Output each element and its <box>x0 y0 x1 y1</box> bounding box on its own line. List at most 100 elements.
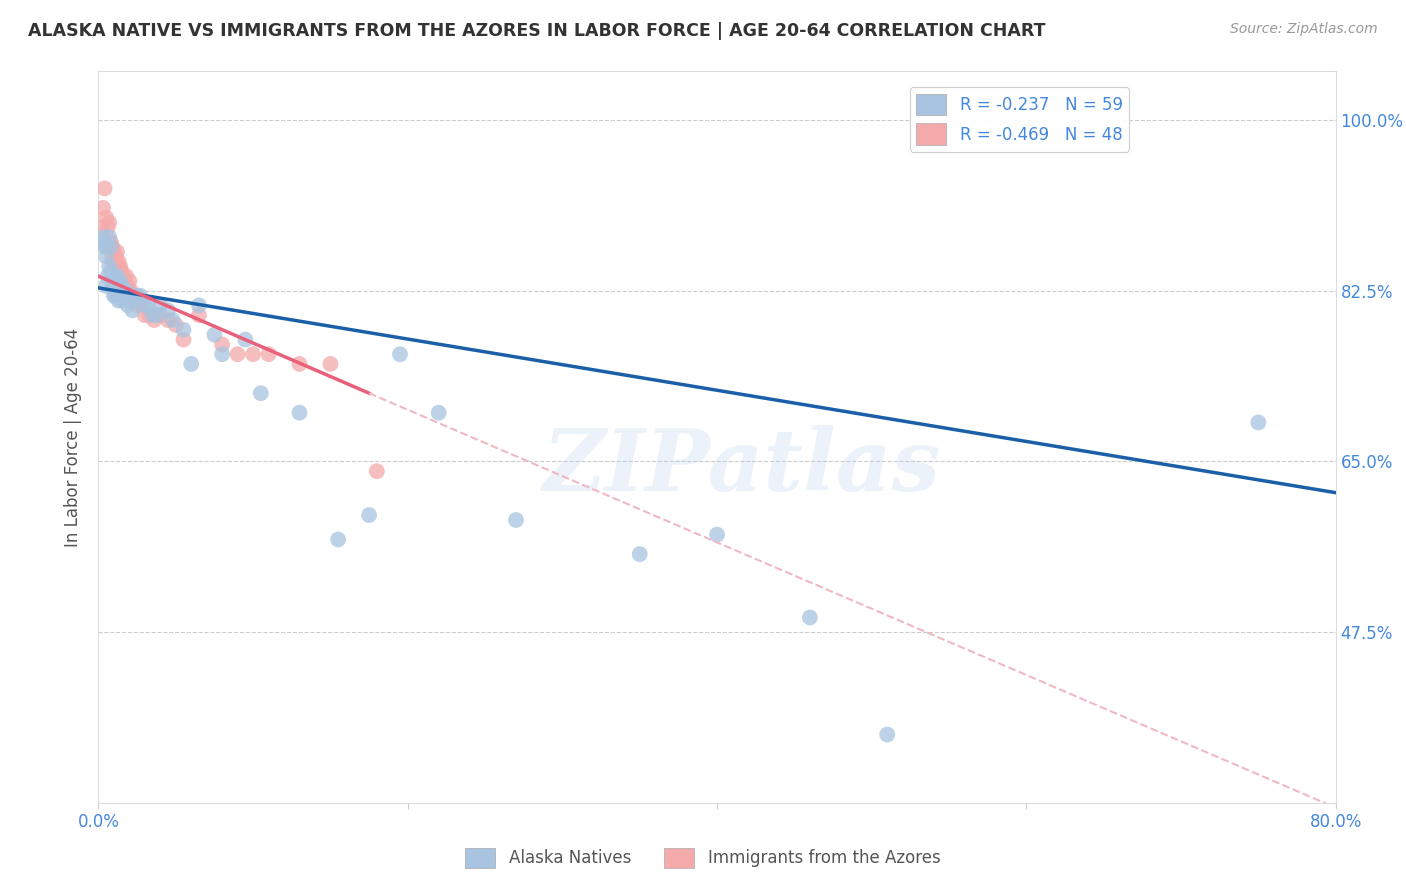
Point <box>103 254 125 268</box>
Point <box>98 260 121 274</box>
Point <box>118 274 141 288</box>
Point <box>115 269 138 284</box>
Point <box>98 235 121 249</box>
Point <box>288 357 311 371</box>
Point <box>188 308 211 322</box>
Point <box>105 284 128 298</box>
Point <box>134 308 156 322</box>
Point <box>97 269 120 284</box>
Point <box>242 347 264 361</box>
Point <box>1247 416 1270 430</box>
Point <box>146 308 169 322</box>
Point <box>111 279 132 293</box>
Point <box>226 347 249 361</box>
Point <box>104 250 127 264</box>
Point <box>115 284 138 298</box>
Point <box>288 406 311 420</box>
Point <box>172 323 194 337</box>
Point <box>100 235 122 249</box>
Point <box>101 250 124 264</box>
Point <box>104 288 127 302</box>
Point <box>111 264 132 278</box>
Point <box>107 254 129 268</box>
Point <box>233 333 257 347</box>
Point <box>97 220 120 235</box>
Point <box>103 244 125 259</box>
Point <box>107 293 129 308</box>
Point <box>112 269 135 284</box>
Point <box>211 337 233 351</box>
Point <box>319 357 342 371</box>
Point <box>96 250 118 264</box>
Text: ALASKA NATIVE VS IMMIGRANTS FROM THE AZORES IN LABOR FORCE | AGE 20-64 CORRELATI: ALASKA NATIVE VS IMMIGRANTS FROM THE AZO… <box>28 22 1046 40</box>
Point <box>107 279 129 293</box>
Point <box>357 508 380 522</box>
Point <box>628 547 651 561</box>
Point <box>98 230 121 244</box>
Point <box>107 269 129 284</box>
Point <box>103 269 125 284</box>
Point <box>103 279 125 293</box>
Point <box>180 357 202 371</box>
Point <box>172 333 194 347</box>
Point <box>117 279 139 293</box>
Point <box>93 240 115 254</box>
Point <box>211 347 233 361</box>
Point <box>100 264 122 278</box>
Point <box>90 220 112 235</box>
Point <box>188 298 211 312</box>
Point <box>96 211 118 225</box>
Point <box>101 269 124 284</box>
Point <box>366 464 388 478</box>
Point <box>112 288 135 302</box>
Point <box>127 288 149 302</box>
Text: ZIPatlas: ZIPatlas <box>543 425 941 508</box>
Point <box>165 318 187 332</box>
Point <box>427 406 450 420</box>
Point <box>876 727 898 741</box>
Point <box>149 298 172 312</box>
Point <box>108 288 131 302</box>
Point <box>122 288 145 302</box>
Point <box>101 279 124 293</box>
Point <box>706 527 728 541</box>
Point <box>108 260 131 274</box>
Point <box>157 313 180 327</box>
Point <box>204 327 226 342</box>
Point <box>103 288 125 302</box>
Point <box>105 269 128 284</box>
Point <box>105 260 128 274</box>
Point <box>111 269 132 284</box>
Point <box>118 288 141 302</box>
Point <box>129 288 152 302</box>
Point <box>101 240 124 254</box>
Point <box>120 293 142 308</box>
Legend: Alaska Natives, Immigrants from the Azores: Alaska Natives, Immigrants from the Azor… <box>458 841 948 875</box>
Point <box>799 610 821 624</box>
Point <box>326 533 350 547</box>
Point <box>131 298 153 312</box>
Y-axis label: In Labor Force | Age 20-64: In Labor Force | Age 20-64 <box>65 327 83 547</box>
Point <box>100 240 122 254</box>
Point <box>98 215 121 229</box>
Point <box>90 235 112 249</box>
Point <box>149 308 172 322</box>
Point <box>105 244 128 259</box>
Point <box>96 240 118 254</box>
Point <box>134 298 156 312</box>
Point <box>143 313 166 327</box>
Point <box>162 313 184 327</box>
Point <box>138 308 160 322</box>
Point <box>96 279 118 293</box>
Point <box>121 303 143 318</box>
Point <box>93 181 115 195</box>
Point <box>121 288 143 302</box>
Point <box>157 303 180 318</box>
Text: Source: ZipAtlas.com: Source: ZipAtlas.com <box>1230 22 1378 37</box>
Legend: R = -0.237   N = 59, R = -0.469   N = 48: R = -0.237 N = 59, R = -0.469 N = 48 <box>910 87 1129 152</box>
Point <box>91 230 114 244</box>
Point <box>136 298 159 312</box>
Point <box>108 274 131 288</box>
Point <box>111 293 132 308</box>
Point <box>120 284 142 298</box>
